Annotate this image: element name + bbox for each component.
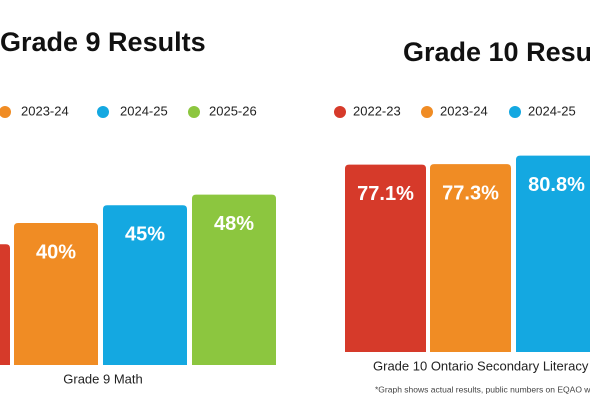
bar [345,164,426,352]
chart-title: Grade 10 Results [403,37,590,67]
legend-dot [97,106,109,118]
bar [14,223,98,365]
category-label: Grade 10 Ontario Secondary Literacy Test [373,358,590,373]
legend-dot [421,106,433,118]
bar [192,194,276,365]
legend-label: 2024-25 [120,103,168,118]
value-label: 48% [214,213,254,235]
value-label: 80.8% [528,174,585,196]
legend-label: 2024-25 [528,103,576,118]
value-label: 40% [36,241,76,263]
chart-title: Grade 9 Results [0,27,206,57]
legend-label: 2023-24 [21,103,69,118]
legend-label: 2022-23 [353,103,401,118]
category-label: Grade 9 Math [63,371,143,386]
value-label: 45% [125,224,165,246]
legend-label: 2025-26 [209,103,257,118]
legend-dot [188,106,200,118]
legend-label: 2023-24 [440,103,488,118]
legend-dot [509,106,521,118]
legend-dot [334,106,346,118]
value-label: 77.3% [442,182,499,204]
bar [430,164,511,352]
value-label: 77.1% [357,183,414,205]
legend-dot [0,106,11,118]
bar [516,155,590,352]
footnote: *Graph shows actual results, public numb… [375,384,590,394]
bar [103,205,187,365]
bar [0,244,10,365]
